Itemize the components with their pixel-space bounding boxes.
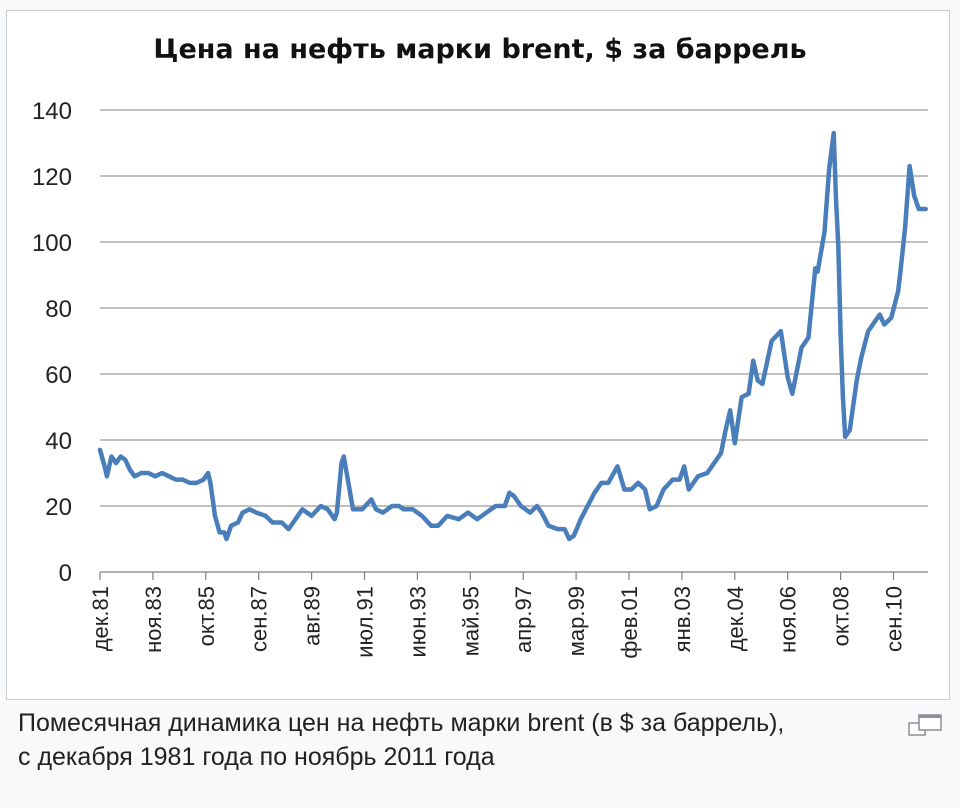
x-tick-label: дек.81 [88, 586, 113, 651]
x-tick-label: сен.10 [882, 586, 907, 652]
y-tick-label: 20 [45, 494, 72, 521]
x-tick-label: ноя.06 [776, 586, 801, 653]
x-tick-label: июн.93 [405, 586, 430, 658]
x-tick-label: ноя.83 [141, 586, 166, 653]
magnify-clip-icon[interactable] [906, 712, 946, 738]
x-tick-label: окт.85 [194, 586, 219, 646]
y-tick-label: 60 [45, 362, 72, 389]
x-tick-label: янв.03 [670, 586, 695, 652]
series [97, 130, 928, 542]
y-tick-label: 100 [32, 230, 72, 257]
y-tick-label: 0 [59, 560, 72, 587]
y-axis-ticks: 0 20 40 60 80 100 120 140 [32, 98, 72, 587]
x-tick-label: сен.87 [247, 586, 272, 652]
caption-line-1: Помесячная динамика цен на нефть марки b… [18, 709, 785, 737]
figure-caption: Помесячная динамика цен на нефть марки b… [18, 706, 898, 774]
x-axis-ticks: дек.81 ноя.83 окт.85 сен.87 авг.89 июл.91 июн.… [88, 572, 907, 659]
y-tick-label: 40 [45, 428, 72, 455]
x-tick-label: авг.89 [300, 586, 325, 646]
x-tick-label: дек.04 [723, 586, 748, 651]
x-tick-label: мар.99 [564, 586, 589, 656]
x-tick-label: июл.91 [353, 586, 378, 658]
series-line [97, 130, 928, 542]
chart-frame [6, 10, 950, 700]
y-tick-label: 120 [32, 164, 72, 191]
chart: Цена на нефть марки brent, $ за баррель … [32, 34, 928, 659]
grid [100, 109, 928, 507]
x-tick-label: апр.97 [511, 586, 536, 653]
chart-title: Цена на нефть марки brent, $ за баррель [153, 34, 806, 65]
y-tick-label: 140 [32, 98, 72, 125]
x-tick-label: фев.01 [617, 586, 642, 659]
x-tick-label: май.95 [458, 586, 483, 656]
y-tick-label: 80 [45, 296, 72, 323]
x-tick-label: окт.08 [829, 586, 854, 646]
caption-line-2: с декабря 1981 года по ноябрь 2011 года [18, 743, 495, 771]
